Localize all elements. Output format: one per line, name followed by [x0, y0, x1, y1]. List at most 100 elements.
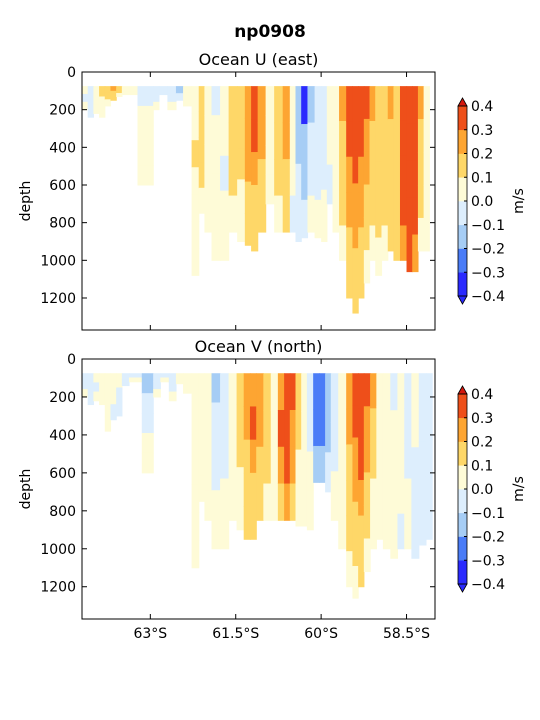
- data-cell: [263, 446, 272, 485]
- data-cell: [228, 373, 238, 411]
- data-cell: [306, 451, 314, 492]
- data-cell: [204, 144, 213, 175]
- data-cell: [397, 408, 405, 444]
- data-column: [339, 86, 347, 261]
- y-axis-label: depth: [18, 181, 34, 222]
- data-cell: [412, 234, 419, 273]
- data-cell: [417, 184, 425, 219]
- data-cell: [153, 86, 160, 95]
- data-cell: [82, 373, 89, 382]
- data-cell: [175, 93, 184, 101]
- data-cell: [313, 445, 321, 483]
- y-axis-label: depth: [18, 469, 34, 510]
- panels: Ocean U (east) 0 200 400 600 800 1000 1200 depth…: [18, 50, 527, 642]
- data-cell: [191, 456, 200, 485]
- data-cell: [325, 373, 332, 414]
- data-cell: [137, 86, 154, 107]
- data-cell: [376, 406, 384, 441]
- data-column: [358, 86, 365, 299]
- data-cell: [228, 410, 238, 448]
- data-cell: [82, 93, 89, 103]
- data-column: [82, 86, 89, 111]
- colorbar-segment: [458, 489, 467, 514]
- data-cell: [295, 202, 302, 242]
- data-cell: [237, 117, 246, 149]
- data-cell: [256, 483, 264, 521]
- data-cell: [326, 86, 334, 126]
- data-cell: [249, 472, 257, 507]
- data-cell: [330, 373, 339, 423]
- data-cell: [375, 86, 383, 125]
- data-cell: [397, 373, 405, 409]
- data-cell: [346, 262, 354, 299]
- colorbar-tick-label: 0.0: [471, 194, 493, 210]
- data-cell: [284, 483, 291, 521]
- data-column: [314, 86, 322, 239]
- data-cell: [313, 373, 321, 411]
- data-cell: [265, 115, 275, 146]
- data-cell: [352, 405, 359, 438]
- data-column: [369, 86, 376, 261]
- data-cell: [358, 479, 365, 517]
- data-cell: [82, 389, 89, 398]
- data-cell: [332, 183, 340, 233]
- data-cell: [284, 373, 291, 411]
- data-cell: [270, 410, 279, 448]
- data-cell: [301, 373, 308, 412]
- data-cell: [330, 471, 339, 521]
- data-cell: [338, 478, 347, 515]
- data-cell: [346, 121, 354, 158]
- data-cell: [191, 428, 200, 458]
- data-cell: [358, 515, 365, 552]
- data-cell: [423, 86, 430, 120]
- data-cell: [237, 148, 246, 180]
- data-cell: [198, 450, 206, 477]
- data-cell: [153, 381, 161, 390]
- data-cell: [352, 373, 359, 406]
- colorbar-segment: [458, 441, 467, 466]
- data-cell: [277, 483, 285, 521]
- data-cell: [423, 119, 430, 153]
- data-cell: [251, 119, 259, 153]
- data-column: [183, 86, 193, 107]
- data-cell: [236, 467, 245, 499]
- data-cell: [393, 225, 401, 261]
- data-cell: [295, 373, 302, 412]
- data-cell: [326, 164, 334, 205]
- data-column: [346, 86, 354, 299]
- data-column: [191, 86, 200, 276]
- data-column: [399, 86, 408, 261]
- figure-suptitle: np0908: [234, 22, 306, 42]
- data-cell: [204, 490, 213, 521]
- data-cell: [191, 194, 200, 222]
- data-cell: [204, 173, 213, 204]
- data-cell: [121, 373, 130, 380]
- data-cell: [237, 210, 246, 242]
- data-cell: [289, 373, 297, 411]
- data-cell: [204, 432, 213, 462]
- x-tick-label: 60°S: [304, 626, 338, 642]
- data-cell: [191, 484, 200, 513]
- data-cell: [346, 515, 354, 552]
- data-cell: [289, 195, 297, 233]
- data-cell: [387, 86, 395, 120]
- data-cell: [204, 402, 213, 433]
- colorbar-extend-max: [457, 97, 468, 107]
- data-cell: [198, 424, 206, 451]
- data-cell: [321, 86, 328, 139]
- data-cell: [257, 195, 267, 233]
- data-cell: [381, 86, 389, 122]
- data-cell: [104, 387, 112, 403]
- data-cell: [220, 513, 230, 550]
- data-column: [412, 86, 419, 273]
- data-cell: [249, 506, 257, 540]
- data-cell: [425, 406, 433, 441]
- data-cell: [301, 161, 309, 201]
- data-cell: [243, 506, 251, 540]
- data-cell: [110, 404, 117, 421]
- data-cell: [332, 134, 340, 184]
- data-column: [211, 373, 221, 550]
- data-cell: [191, 539, 200, 569]
- data-cell: [352, 566, 359, 599]
- data-cell: [204, 86, 213, 116]
